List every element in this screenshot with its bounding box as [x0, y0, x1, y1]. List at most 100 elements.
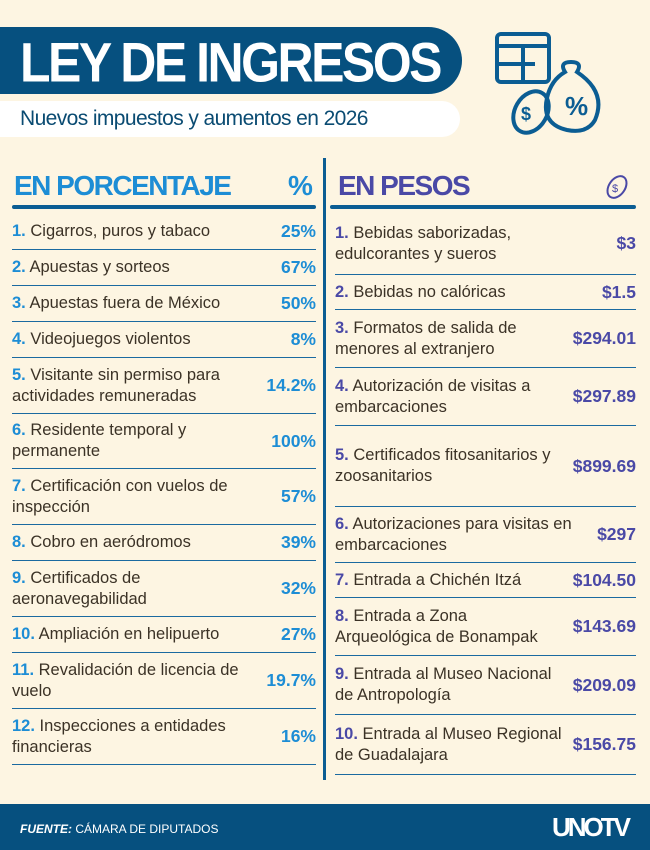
item-label: 3. Formatos de salida de menores al extr… — [335, 318, 573, 360]
item-text: Apuestas fuera de México — [29, 294, 221, 312]
item-text: Residente temporal y permanente — [12, 421, 187, 460]
list-item: 7. Certificación con vuelos de inspecció… — [12, 469, 316, 525]
item-value: $104.50 — [572, 569, 636, 590]
item-text: Formatos de salida de menores al extranj… — [335, 318, 517, 358]
item-text: Revalidación de licencia de vuelo — [12, 660, 239, 700]
item-value: $297 — [597, 524, 636, 544]
item-label: 1. Cigarros, puros y tabaco — [12, 221, 281, 242]
column-divider — [323, 158, 326, 780]
list-item: 10. Ampliación en helipuerto 27% — [12, 617, 316, 653]
item-text: Videojuegos violentos — [30, 330, 191, 348]
svg-text:%: % — [565, 91, 588, 121]
item-label: 6. Autorizaciones para visitas en embarc… — [335, 514, 597, 556]
item-value: $156.75 — [572, 734, 636, 754]
item-label: 10. Entrada al Museo Regional de Guadala… — [335, 724, 573, 766]
list-item: 9. Entrada al Museo Nacional de Antropol… — [335, 656, 636, 715]
list-item: 10. Entrada al Museo Regional de Guadala… — [335, 715, 636, 775]
page-subtitle: Nuevos impuestos y aumentos en 2026 — [20, 107, 368, 130]
item-label: 5. Certificados fitosanitarios y zoosani… — [335, 445, 573, 487]
item-label: 4. Videojuegos violentos — [12, 329, 291, 350]
item-number: 7. — [335, 570, 349, 589]
item-number: 10. — [12, 625, 35, 643]
item-value: 57% — [280, 486, 316, 506]
percent-symbol: % — [288, 170, 313, 201]
item-label: 1. Bebidas saborizadas, edulcorantes y s… — [335, 223, 617, 265]
item-number: 7. — [12, 476, 26, 495]
percent-heading: EN PORCENTAJE — [14, 170, 232, 201]
item-text: Apuestas y sorteos — [29, 258, 170, 276]
item-value: 32% — [280, 578, 316, 598]
item-number: 4. — [12, 330, 26, 348]
list-item: 2. Bebidas no calóricas $1.5 — [335, 275, 636, 310]
item-text: Inspecciones a entidades financieras — [12, 716, 226, 756]
list-item: 5. Visitante sin permiso para actividade… — [12, 358, 316, 414]
item-text: Certificados fitosanitarios y zoosanitar… — [335, 446, 551, 485]
item-number: 6. — [12, 421, 26, 439]
list-item: 6. Residente temporal y permanente 100% — [12, 414, 316, 469]
page-title: LEY DE INGRESOS — [20, 31, 443, 94]
item-value: $3 — [616, 233, 636, 253]
footer — [0, 804, 650, 850]
item-number: 1. — [12, 221, 26, 240]
list-item: 2. Apuestas y sorteos 67% — [12, 250, 316, 286]
list-item: 4. Autorización de visitas a embarcacion… — [335, 368, 636, 426]
item-text: Bebidas saborizadas, edulcorantes y suer… — [335, 223, 512, 263]
item-value: $899.69 — [572, 455, 636, 476]
item-number: 5. — [12, 365, 26, 384]
list-item: 1. Cigarros, puros y tabaco 25% — [12, 213, 316, 250]
item-value: 50% — [280, 293, 316, 313]
item-text: Visitante sin permiso para actividades r… — [12, 365, 220, 405]
item-value: $209.09 — [572, 674, 636, 695]
item-text: Entrada al Museo Regional de Guadalajara — [335, 724, 562, 764]
item-text: Certificación con vuelos de inspección — [12, 476, 228, 516]
item-number: 1. — [335, 223, 349, 242]
item-value: $1.5 — [601, 281, 636, 302]
item-value: 16% — [280, 726, 316, 746]
item-number: 5. — [335, 446, 349, 464]
left-header-rule — [12, 205, 316, 209]
svg-text:$: $ — [521, 104, 531, 124]
list-item: 11. Revalidación de licencia de vuelo 19.… — [12, 653, 316, 709]
item-text: Entrada al Museo Nacional de Antropologí… — [335, 665, 552, 704]
item-value: 67% — [280, 257, 316, 277]
item-value: $294.01 — [572, 328, 636, 348]
item-number: 3. — [12, 294, 26, 312]
svg-text:$: $ — [612, 183, 618, 195]
item-text: Cigarros, puros y tabaco — [30, 221, 211, 240]
item-value: 8% — [290, 329, 316, 349]
item-text: Autorización de visitas a embarcaciones — [335, 376, 531, 416]
item-value: 19.7% — [266, 670, 316, 690]
item-label: 6. Residente temporal y permanente — [12, 420, 271, 462]
list-item: 4. Videojuegos violentos 8% — [12, 322, 316, 358]
item-label: 2. Bebidas no calóricas — [335, 282, 602, 303]
right-header-rule — [330, 205, 636, 209]
source-label: FUENTE: — [20, 822, 72, 836]
item-number: 8. — [335, 606, 349, 625]
list-item: 9. Certificados de aeronavegabilidad 32% — [12, 561, 316, 617]
item-value: 27% — [280, 624, 316, 644]
item-number: 9. — [12, 568, 26, 587]
coin-icon: $ — [606, 175, 628, 199]
subtitle-banner — [0, 101, 460, 137]
item-label: 8. Cobro en aeródromos — [12, 532, 281, 553]
item-text: Certificados de aeronavegabilidad — [12, 568, 147, 608]
item-number: 9. — [335, 665, 349, 683]
item-label: 10. Ampliación en helipuerto — [12, 624, 281, 645]
item-label: 3. Apuestas fuera de México — [12, 293, 281, 314]
list-item: 3. Apuestas fuera de México 50% — [12, 286, 316, 322]
list-item: 12. Inspecciones a entidades financieras… — [12, 709, 316, 765]
item-number: 11. — [12, 660, 35, 679]
list-item: 6. Autorizaciones para visitas en embarc… — [335, 507, 636, 563]
source-value: CÁMARA DE DIPUTADOS — [75, 822, 219, 836]
source-text: FUENTE: CÁMARA DE DIPUTADOS — [20, 822, 218, 836]
item-number: 2. — [12, 258, 26, 276]
item-text: Bebidas no calóricas — [353, 282, 506, 301]
item-value: 39% — [280, 532, 316, 552]
item-label: 11. Revalidación de licencia de vuelo — [12, 660, 266, 702]
item-label: 9. Entrada al Museo Nacional de Antropol… — [335, 664, 573, 706]
list-item: 7. Entrada a Chichén Itzá $104.50 — [335, 563, 636, 598]
list-item: 8. Entrada a Zona Arqueológica de Bonamp… — [335, 598, 636, 656]
item-label: 8. Entrada a Zona Arqueológica de Bonamp… — [335, 606, 573, 648]
item-label: 7. Entrada a Chichén Itzá — [335, 570, 573, 591]
list-item: 1. Bebidas saborizadas, edulcorantes y s… — [335, 213, 636, 275]
